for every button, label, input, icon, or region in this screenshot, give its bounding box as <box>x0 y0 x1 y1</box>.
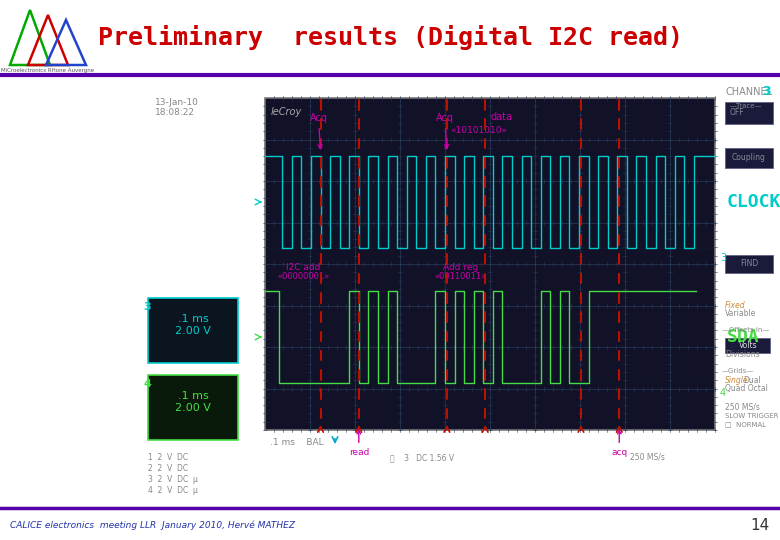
Text: SDA: SDA <box>727 328 760 346</box>
Text: FIND: FIND <box>740 260 758 268</box>
Text: —Grids—: —Grids— <box>722 368 754 374</box>
Text: CHANNEL: CHANNEL <box>725 87 772 97</box>
Text: Quad Octal: Quad Octal <box>725 384 768 393</box>
Text: 3: 3 <box>762 85 771 98</box>
Text: —Offsets in—: —Offsets in— <box>722 327 769 333</box>
Text: —Trace—: —Trace— <box>730 103 763 109</box>
Text: Acq: Acq <box>436 113 454 148</box>
Text: OFF: OFF <box>730 108 745 117</box>
Text: 250 MS/s: 250 MS/s <box>725 403 760 412</box>
Text: .1 ms    BAL: .1 ms BAL <box>270 438 324 447</box>
Text: leCroy: leCroy <box>271 107 303 117</box>
Text: 3  2  V  DC  µ: 3 2 V DC µ <box>148 475 198 484</box>
Text: Dual: Dual <box>743 376 760 385</box>
Text: «00110011»: «00110011» <box>434 272 487 281</box>
Text: Variable: Variable <box>725 309 757 318</box>
Text: Acq: Acq <box>310 113 328 148</box>
Bar <box>725 102 773 124</box>
Bar <box>265 98 715 430</box>
Text: Add reg: Add reg <box>443 263 478 272</box>
Text: Preliminary  results (Digital I2C read): Preliminary results (Digital I2C read) <box>98 25 682 51</box>
Text: 4  2  V  DC  µ: 4 2 V DC µ <box>148 486 198 495</box>
Text: SLOW TRIGGER: SLOW TRIGGER <box>725 413 778 419</box>
Text: CALICE electronics  meeting LLR  January 2010, Hervé MATHEZ: CALICE electronics meeting LLR January 2… <box>10 520 295 530</box>
Text: 2  2  V  DC: 2 2 V DC <box>148 464 188 473</box>
Text: 14: 14 <box>750 517 770 532</box>
Text: .1 ms: .1 ms <box>178 314 208 324</box>
Text: ⎺    3   DC 1.56 V: ⎺ 3 DC 1.56 V <box>390 453 454 462</box>
Text: 3: 3 <box>720 253 726 263</box>
Text: 250 MS/s: 250 MS/s <box>630 453 665 462</box>
Text: Coupling: Coupling <box>732 153 766 163</box>
Text: 13-Jan-10: 13-Jan-10 <box>155 98 199 107</box>
Text: .1 ms: .1 ms <box>178 391 208 401</box>
Text: data: data <box>490 112 512 122</box>
Text: 1  2  V  DC: 1 2 V DC <box>148 453 188 462</box>
Text: «00000001»: «00000001» <box>277 272 329 281</box>
Text: read: read <box>349 430 369 457</box>
Text: 2.00 V: 2.00 V <box>175 403 211 413</box>
Text: 4: 4 <box>720 388 726 398</box>
Bar <box>725 148 773 168</box>
Text: I2C add: I2C add <box>286 263 321 272</box>
Text: MiCroelectronics RHone Auvergne: MiCroelectronics RHone Auvergne <box>2 68 94 73</box>
Text: CLOCK: CLOCK <box>727 193 780 211</box>
Text: 4: 4 <box>143 379 151 389</box>
Text: acq: acq <box>612 430 627 457</box>
Bar <box>148 298 238 363</box>
Text: Fixed: Fixed <box>725 301 746 310</box>
Text: Divisions: Divisions <box>725 350 760 359</box>
Text: □  NORMAL: □ NORMAL <box>725 421 766 427</box>
Text: Volts: Volts <box>739 341 757 350</box>
Bar <box>725 255 773 273</box>
Text: 3: 3 <box>143 302 151 312</box>
Text: 2.00 V: 2.00 V <box>175 326 211 336</box>
Bar <box>725 338 770 353</box>
Text: «10101010»: «10101010» <box>450 126 507 135</box>
Text: Single: Single <box>725 376 749 385</box>
Text: 18:08:22: 18:08:22 <box>155 108 195 117</box>
Bar <box>148 375 238 440</box>
